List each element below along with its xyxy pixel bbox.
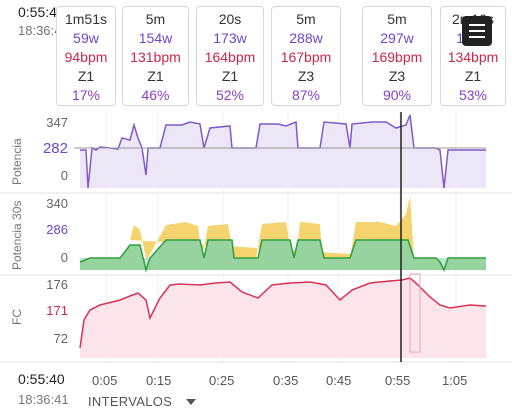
hr-line — [79, 277, 487, 349]
power-area — [80, 115, 486, 188]
menu-icon[interactable] — [462, 16, 492, 46]
hr-tick-mid: 171 — [46, 303, 68, 318]
interval-hr: 167bpm — [280, 49, 332, 65]
interval-power: 173w — [213, 30, 247, 46]
interval-duration: 5m — [296, 11, 316, 27]
interval-hr: 131bpm — [130, 49, 181, 65]
x-tick: 0:35 — [273, 373, 299, 388]
hr-selection-box — [409, 273, 421, 353]
power-tick-bottom: 0 — [60, 168, 68, 183]
x-tick: 0:55 — [385, 373, 411, 388]
interval-duration: 5m — [145, 11, 166, 27]
clock-time: 18:36:41 — [18, 23, 69, 38]
power30-line — [79, 239, 486, 273]
x-tick: 0:05 — [92, 373, 118, 388]
interval-zone: Z3 — [388, 68, 406, 84]
power30-tick-mid: 286 — [46, 222, 68, 237]
interval-card-3[interactable]: 20s 173w 164bpm Z1 52% — [196, 6, 264, 106]
interval-hr: 134bpm — [447, 49, 499, 65]
interval-percent: 90% — [382, 87, 412, 103]
interval-duration: 5m — [387, 11, 407, 27]
hr-tick-bottom: 72 — [53, 331, 68, 346]
interval-percent: 53% — [458, 87, 488, 103]
power30-green — [80, 240, 486, 270]
interval-hr: 94bpm — [64, 49, 108, 65]
power30-axis-label: Potencia 30s — [10, 200, 24, 270]
interval-power: 288w — [289, 30, 323, 46]
interval-percent: 46% — [141, 87, 170, 103]
x-tick: 0:15 — [146, 373, 172, 388]
power-tick-mid: 282 — [42, 140, 68, 157]
interval-percent: 87% — [291, 87, 321, 103]
footer-clock: 18:36:41 — [18, 392, 69, 407]
hr-tick-top: 176 — [46, 277, 68, 292]
interval-hr: 169bpm — [371, 49, 423, 65]
interval-card-2[interactable]: 5m 154w 131bpm Z1 46% — [122, 6, 189, 106]
current-time: 0:55:40 — [18, 4, 65, 20]
interval-power: 297w — [380, 30, 414, 46]
x-tick: 1:05 — [442, 373, 468, 388]
interval-power: 59w — [73, 30, 99, 46]
power30-tick-top: 340 — [46, 196, 68, 211]
x-tick: 0:25 — [209, 373, 235, 388]
interval-zone: Z1 — [464, 68, 482, 84]
power30-yellow — [130, 196, 414, 258]
power-axis-label: Potencia — [10, 138, 24, 185]
interval-duration: 1m51s — [64, 11, 108, 27]
x-tick: 0:45 — [326, 373, 352, 388]
interval-card-5[interactable]: 5m 297w 169bpm Z3 90% — [362, 6, 432, 106]
interval-card-4[interactable]: 5m 288w 167bpm Z3 87% — [271, 6, 341, 106]
hr-axis-label: FC — [10, 309, 24, 325]
interval-percent: 17% — [71, 87, 101, 103]
interval-power: 154w — [138, 30, 173, 46]
interval-hr: 164bpm — [204, 49, 256, 65]
hr-area — [80, 278, 486, 358]
intervals-tab[interactable]: INTERVALOS — [88, 394, 173, 409]
footer-time: 0:55:40 — [18, 371, 65, 387]
interval-zone: Z1 — [77, 68, 95, 84]
interval-card-1[interactable]: 1m51s 59w 94bpm Z1 17% — [56, 6, 116, 106]
interval-zone: Z1 — [221, 68, 239, 84]
interval-zone: Z3 — [297, 68, 315, 84]
interval-duration: 20s — [218, 11, 242, 27]
power30-tick-bottom: 0 — [60, 250, 68, 265]
interval-percent: 52% — [215, 87, 245, 103]
power-tick-top: 347 — [46, 115, 68, 130]
interval-zone: Z1 — [147, 68, 164, 84]
chevron-down-icon[interactable] — [186, 399, 196, 405]
